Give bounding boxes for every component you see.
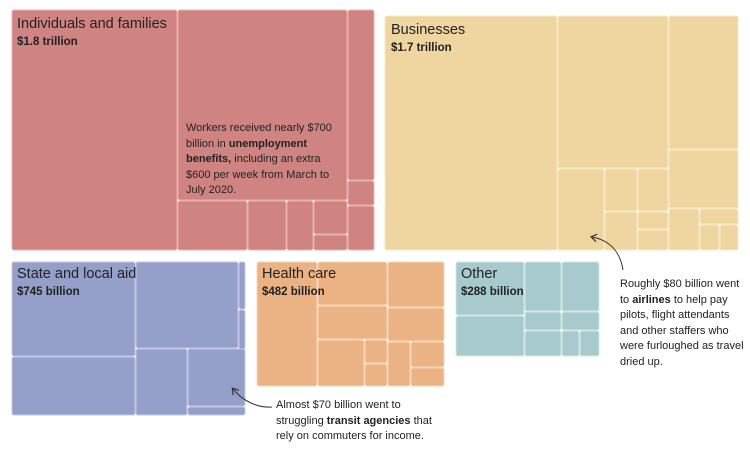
- treemap-cell: [668, 15, 739, 150]
- annotation-emphasis: unemployment benefits,: [186, 137, 308, 166]
- treemap-cell: [256, 261, 318, 387]
- treemap-cell: [286, 200, 314, 251]
- treemap-cell: [387, 307, 445, 342]
- treemap-cell: [177, 200, 248, 251]
- treemap-cell: [410, 341, 445, 368]
- treemap-cell: [561, 261, 600, 312]
- treemap-group-individuals: [11, 9, 375, 251]
- treemap-cell: [561, 330, 580, 357]
- treemap-cell: [364, 363, 388, 387]
- treemap-cell: [364, 339, 388, 364]
- treemap-cell: [384, 15, 558, 251]
- treemap-cell: [699, 208, 739, 225]
- treemap-cell: [668, 149, 739, 209]
- treemap-cell: [637, 211, 669, 230]
- treemap-cell: [313, 234, 348, 251]
- treemap-cell: [187, 406, 246, 416]
- annotation-emphasis: transit agencies: [326, 414, 411, 427]
- treemap-cell: [177, 9, 348, 201]
- treemap-cell: [317, 305, 388, 340]
- treemap-cell: [135, 261, 239, 349]
- treemap-cell: [11, 9, 178, 251]
- treemap-cell: [604, 168, 638, 212]
- treemap-cell: [238, 309, 246, 350]
- treemap-cell: [579, 330, 600, 357]
- treemap-cell: [455, 315, 525, 357]
- treemap-cell: [604, 211, 638, 251]
- treemap-cell: [238, 261, 246, 310]
- treemap-group-state: [11, 261, 246, 416]
- treemap-cell: [247, 200, 287, 251]
- treemap-cell: [347, 180, 375, 206]
- treemap-cell: [11, 261, 136, 357]
- treemap-cell: [699, 224, 720, 251]
- treemap-cell: [387, 261, 445, 308]
- treemap-cell: [317, 261, 388, 306]
- treemap-cell: [455, 261, 525, 316]
- treemap-cell: [524, 330, 562, 357]
- treemap-cell: [187, 348, 246, 407]
- annotation-arrow-airlines: [592, 237, 624, 271]
- annotation-text: including an extra $600 per week from Ma…: [186, 153, 330, 197]
- treemap-cell: [347, 9, 375, 181]
- treemap-cell: [524, 311, 562, 331]
- treemap-group-businesses: [384, 15, 739, 251]
- treemap-cell: [561, 311, 600, 331]
- annotation-text: Roughly $80 billion went to: [620, 278, 740, 306]
- annotation-text: that rely on commuters for income.: [276, 414, 432, 443]
- annotation-text: to help pay pilots, flight attendants an…: [620, 293, 744, 369]
- annotation-airlines: Roughly $80 billion went to airlines to …: [620, 277, 746, 371]
- treemap-cell: [524, 261, 562, 312]
- treemap-cell: [387, 341, 411, 387]
- annotation-transit: Almost $70 billion went to struggling tr…: [276, 398, 436, 445]
- annotation-emphasis: airlines: [632, 293, 671, 306]
- annotation-arrow-transit: [233, 389, 273, 408]
- treemap-cell: [11, 356, 136, 416]
- treemap-cell: [313, 200, 348, 235]
- treemap-cell: [410, 367, 445, 387]
- treemap-cell: [317, 339, 365, 387]
- treemap-cell: [557, 15, 669, 169]
- treemap-cell: [719, 224, 739, 251]
- annotation-text: Workers received nearly $700 billion in: [186, 122, 332, 150]
- treemap-cell: [637, 229, 669, 251]
- treemap-group-other: [455, 261, 600, 357]
- treemap-cell: [557, 168, 605, 251]
- treemap-cell: [637, 168, 669, 212]
- treemap-cell: [347, 205, 375, 251]
- treemap-group-health: [256, 261, 445, 387]
- treemap-cell: [135, 348, 188, 416]
- annotation-text: Almost $70 billion went to struggling: [276, 399, 401, 427]
- annotation-unemployment: Workers received nearly $700 billion in …: [186, 121, 336, 199]
- treemap-cell: [668, 208, 700, 251]
